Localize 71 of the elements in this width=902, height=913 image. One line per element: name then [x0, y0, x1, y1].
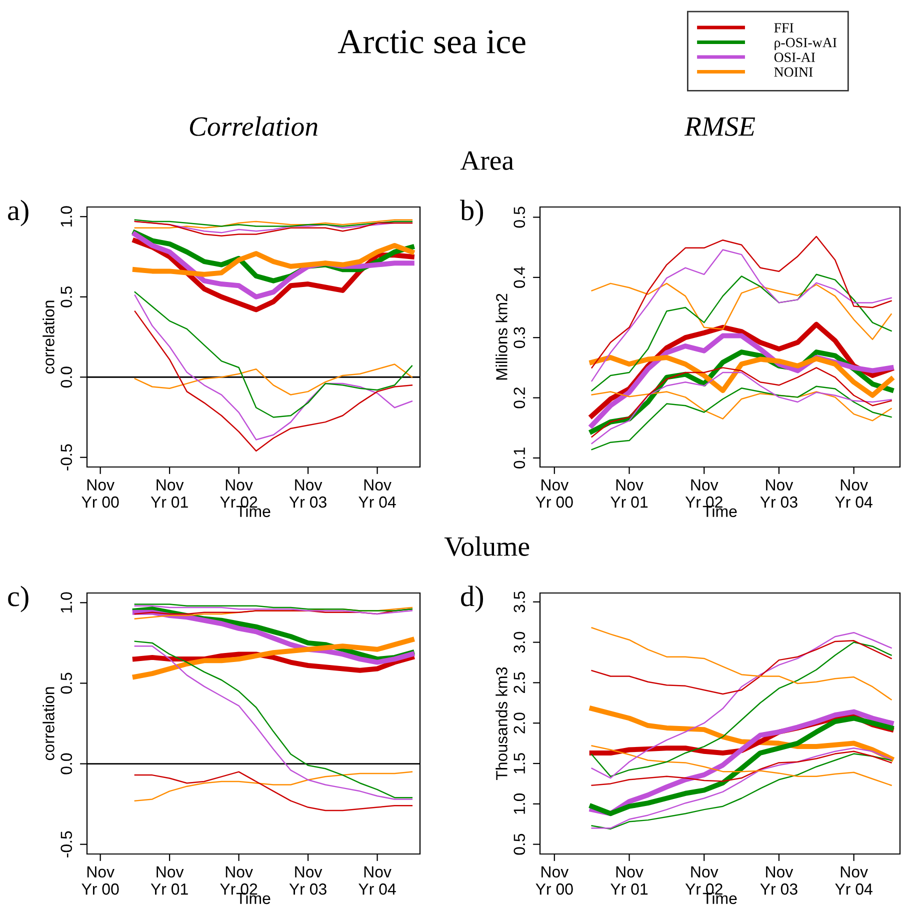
y-axis-title: correlation [42, 687, 54, 760]
chart-title: Correlation [190, 116, 318, 136]
y-tick-label: 0.4 [514, 266, 526, 288]
text: Arctic sea ice [338, 30, 526, 54]
x-tick-label: Nov Yr 04 [835, 479, 872, 508]
text: a) [8, 200, 28, 226]
x-tick-label: Nov Yr 04 [358, 866, 396, 895]
y-tick-label: 3.0 [514, 632, 526, 653]
line-series [591, 391, 892, 422]
x-tick-label: Nov Yr 01 [610, 866, 648, 895]
line-series [134, 771, 413, 812]
y-tick-label: 0.3 [514, 327, 526, 348]
line-series [134, 220, 413, 237]
x-tick-label: Nov Yr 00 [536, 866, 573, 895]
chart-title: RMSE [684, 117, 756, 136]
y-tick-label: 0.0 [60, 366, 72, 388]
text: c) [8, 586, 28, 612]
y-tick-label: 0.5 [60, 672, 72, 694]
line-series [591, 236, 892, 368]
y-tick-label: 1.0 [60, 592, 72, 613]
line-series [134, 291, 413, 418]
x-tick-label: Nov Yr 03 [289, 866, 326, 895]
x-tick-label: Nov Yr 03 [289, 479, 326, 508]
x-tick-label: Nov Yr 03 [760, 479, 798, 508]
y-tick-label: 0.5 [514, 834, 526, 855]
x-tick-label: Nov Yr 01 [610, 479, 648, 508]
line-series [134, 294, 413, 440]
x-axis-title: Time [236, 892, 270, 904]
text: d) [461, 586, 484, 612]
y-tick-label: 1.5 [514, 753, 526, 774]
line-series [591, 249, 892, 382]
x-tick-label: Nov Yr 04 [358, 479, 396, 508]
legend-label: OSI-AI [774, 52, 815, 62]
x-tick-label: Nov Yr 00 [82, 866, 119, 895]
y-tick-label: 0.5 [60, 286, 72, 308]
legend-label: ρ-OSI-wAI [774, 38, 837, 50]
x-tick-label: Nov Yr 01 [150, 479, 188, 508]
text: Area [460, 151, 514, 170]
y-tick-label: 2.5 [514, 672, 526, 693]
x-tick-label: Nov Yr 00 [82, 479, 119, 508]
line-series [591, 640, 892, 695]
y-tick-label: 2.0 [514, 712, 526, 734]
y-axis-title: Millions km2 [496, 294, 508, 380]
y-tick-label: 0.0 [60, 753, 72, 774]
line-series [134, 605, 413, 615]
y-tick-label: 0.5 [514, 206, 526, 228]
line-series [134, 364, 413, 396]
y-tick-label: -0.5 [60, 831, 72, 858]
line-series [591, 274, 892, 392]
x-tick-label: Nov Yr 01 [150, 866, 188, 895]
y-tick-label: -0.5 [60, 444, 72, 470]
line-series [591, 627, 892, 700]
y-tick-label: 0.2 [514, 387, 526, 408]
y-tick-label: 0.1 [514, 448, 526, 468]
line-series [134, 771, 413, 802]
legend-label: NOINI [774, 67, 813, 77]
x-axis-title: Time [236, 505, 270, 518]
y-tick-label: 1.0 [514, 793, 526, 814]
line-series [134, 310, 413, 452]
legend-label: FFI [774, 23, 794, 32]
y-tick-label: 3.5 [514, 591, 526, 612]
y-axis-title: Thousands km3 [496, 667, 508, 780]
line-series [591, 386, 892, 450]
x-tick-label: Nov Yr 04 [835, 866, 872, 895]
text: b) [460, 200, 484, 226]
y-axis-title: correlation [42, 300, 54, 374]
x-tick-label: Nov Yr 03 [760, 866, 798, 895]
x-tick-label: Nov Yr 00 [536, 479, 573, 508]
text: Volume [444, 536, 530, 556]
line-series [591, 282, 892, 340]
y-tick-label: 1.0 [60, 206, 72, 227]
